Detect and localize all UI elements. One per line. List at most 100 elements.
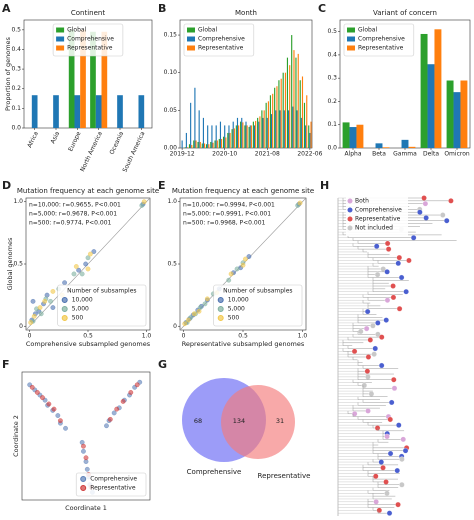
tree-tip [363,325,370,332]
tree-tip [365,408,371,414]
chart-title: Variant of concern [373,9,437,17]
tree-tip [378,362,385,369]
point [73,264,79,269]
legend-marker [61,297,68,303]
bar [310,121,312,148]
point [202,301,208,307]
point [139,203,145,208]
bar [80,29,86,128]
bar [252,121,254,148]
point [182,321,188,327]
tree-tip [410,234,417,241]
legend-box [75,472,147,497]
legend-marker [217,315,224,321]
bar [242,122,244,148]
tree-tip [367,337,374,343]
bar [257,117,259,148]
point [58,418,63,424]
legend-label: Global [358,27,377,34]
panel-label: D [2,179,11,192]
legend-box [346,196,408,236]
point [81,443,86,449]
bar [269,95,271,148]
legend-box [57,284,147,327]
tree-tip [373,499,379,505]
point [48,298,53,304]
x-tick-label: 2021-08 [255,151,280,158]
tree-tip [386,510,393,516]
x-tick-label: Omicron [444,151,470,158]
bar [261,110,263,148]
tree-tip [351,348,358,355]
tree-tip [396,254,403,261]
tree-tip [384,240,391,247]
bar [446,80,454,148]
point [84,466,90,472]
bar [301,76,304,148]
legend-marker [217,306,224,312]
y-axis-label: Proportion of genomes [4,36,12,110]
bar [240,121,242,148]
y-tick-label: 0.5 [13,261,23,268]
point [37,305,43,310]
bar [262,117,264,148]
bar [284,72,287,148]
legend-label: Representative [355,216,401,223]
point [85,266,91,272]
tree-tip [384,297,391,303]
legend-label: Both [355,198,369,205]
bar [216,140,218,148]
bar [253,125,256,148]
legend-swatch [347,45,355,51]
bar [300,117,302,148]
legend-swatch [187,45,195,51]
bar [434,29,442,149]
tree-tip [417,209,423,215]
tree-tip [365,354,372,360]
legend-swatch [347,27,355,33]
bar [202,117,204,148]
x-axis-label: Comprehensive subsampled genomes [26,340,151,348]
legend-marker [347,198,353,204]
annotation: n=10,000: r=0.9994, P<0.001 [183,202,275,209]
point [76,267,82,273]
bar [90,31,96,129]
point [111,410,117,416]
bar [401,139,409,148]
bar [233,128,235,148]
tree-tip [423,215,429,221]
tree-tip [391,376,397,383]
tree-tip [373,473,379,479]
bar [460,80,468,148]
legend-label: 10,000 [72,297,93,304]
bar [280,78,282,148]
point [46,401,52,407]
bar [427,64,435,148]
bar [263,110,265,148]
legend-label: Comprehensive [358,36,405,43]
bar [282,72,284,148]
point [83,261,89,267]
tree-tip [398,274,405,281]
tree-tip [385,246,392,252]
tree-tip [394,467,401,474]
tree-tip [388,399,395,406]
bar [214,140,216,148]
tree-tip [396,422,402,428]
point [114,406,120,412]
tree-tip [422,200,429,207]
bar [223,136,225,148]
x-tick-label: 2019-12 [170,151,195,158]
point [234,266,240,272]
point [134,382,140,388]
tree-tip [372,345,378,352]
legend-swatch [187,27,195,33]
legend-label: Comprehensive [198,36,245,43]
point [31,313,37,319]
y-tick-label: 0.10 [164,69,178,76]
annotation: n=500: r=0.9968, P<0.001 [183,220,266,227]
tree-tip [384,433,390,440]
tree-tip [371,351,377,357]
legend-label: 500 [72,315,84,322]
x-tick-label: 1.0 [142,333,152,340]
